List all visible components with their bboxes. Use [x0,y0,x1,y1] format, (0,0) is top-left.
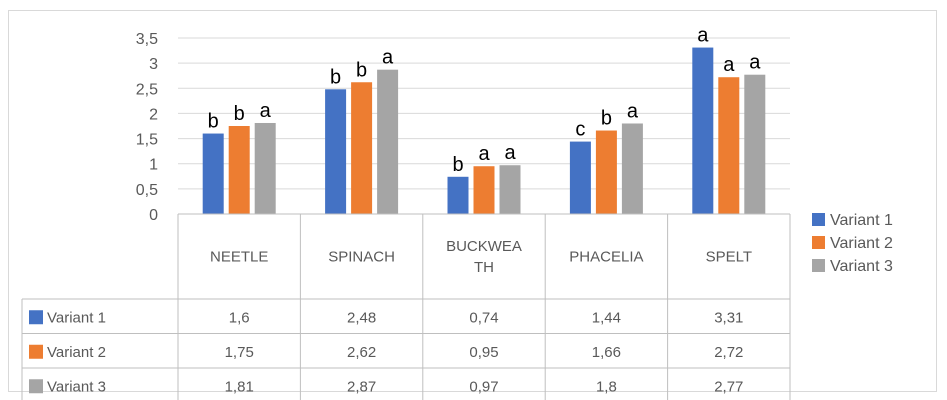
table-cell: 0,95 [469,344,498,361]
y-tick-label: 2,5 [136,81,158,98]
table-cell: 0,74 [469,309,498,326]
category-label: PHACELIA [569,249,643,266]
significance-label: a [627,100,639,122]
category-label: BUCKWEA [446,238,522,255]
table-cell: 1,6 [229,309,250,326]
significance-label: a [478,143,490,165]
table-cell: 1,44 [592,309,621,326]
y-tick-label: 1,5 [136,132,158,149]
table-cell: 2,72 [714,344,743,361]
y-tick-label: 1 [149,157,158,174]
y-tick-label: 0 [149,207,158,224]
table-cell: 1,8 [596,378,617,395]
table-cell: 1,81 [225,378,254,395]
chart-frame [8,10,937,392]
bar [744,74,766,214]
significance-label: a [260,100,272,122]
table-cell: 2,77 [714,378,743,395]
significance-label: b [356,59,367,81]
table-cell: 2,87 [347,378,376,395]
y-tick-label: 3 [149,56,158,73]
legend-label: Variant 1 [830,212,893,229]
row-legend-key [29,310,43,325]
row-header: Variant 1 [47,309,106,326]
legend-key [812,213,825,226]
bar [569,141,591,214]
legend-label: Variant 2 [830,235,893,252]
row-legend-key [29,344,43,359]
bar [447,176,469,214]
bar [254,122,276,214]
significance-label: a [749,52,761,74]
bar [473,166,495,214]
y-tick-label: 2 [149,106,158,123]
legend-key [812,259,825,272]
bar [351,82,373,214]
row-header: Variant 2 [47,344,106,361]
significance-label: a [697,25,709,47]
bar [499,165,521,214]
table-cell: 1,66 [592,344,621,361]
table-cell: 0,97 [469,378,498,395]
category-label: TH [474,259,494,276]
significance-label: b [330,66,341,88]
bar [228,126,250,214]
significance-label: a [382,47,394,69]
category-label: NEETLE [210,249,268,266]
significance-label: b [452,154,463,176]
legend-key [812,236,825,249]
bar [202,133,224,214]
bar [692,47,714,214]
bar [621,123,643,214]
legend-label: Variant 3 [830,258,893,275]
table-cell: 3,31 [714,309,743,326]
bar [325,89,347,214]
significance-label: a [723,54,735,76]
significance-label: c [575,119,585,141]
row-header: Variant 3 [47,378,106,395]
significance-label: a [504,142,516,164]
bar [595,130,617,214]
category-label: SPINACH [328,249,395,266]
table-cell: 1,75 [225,344,254,361]
table-cell: 2,48 [347,309,376,326]
category-label: SPELT [706,249,752,266]
significance-label: b [601,108,612,130]
table-cell: 2,62 [347,344,376,361]
significance-label: b [234,103,245,125]
significance-label: b [208,111,219,133]
row-legend-key [29,379,43,394]
y-tick-label: 3,5 [136,31,158,48]
bar [377,69,399,215]
bar [718,77,740,214]
y-tick-label: 0,5 [136,182,158,199]
